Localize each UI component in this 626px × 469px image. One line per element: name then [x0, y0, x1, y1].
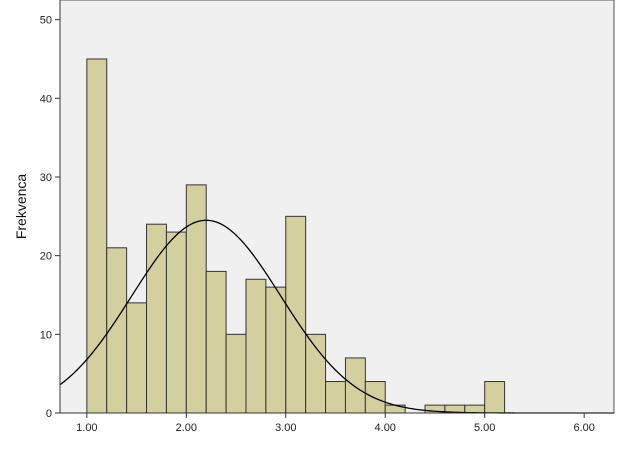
y-tick-label: 40: [40, 93, 52, 105]
histogram-bar-7: [205, 270, 227, 414]
histogram-bar-14: [344, 357, 366, 414]
histogram-bar-11: [285, 215, 307, 414]
histogram-bar-6: [185, 184, 207, 414]
y-tick-label: 0: [46, 408, 52, 420]
histogram-bar-9: [245, 278, 267, 414]
histogram-bar-12: [305, 333, 327, 414]
y-axis-ticks: 0 10 20 30 40 50: [40, 15, 60, 420]
x-tick-label: 2.00: [176, 422, 197, 434]
histogram-bar-10: [265, 286, 287, 414]
histogram-bar-8: [225, 333, 247, 414]
y-axis-title: Frekvenca: [13, 174, 29, 240]
histogram-bar-3: [126, 302, 148, 414]
x-tick-label: 3.00: [275, 422, 296, 434]
x-tick-label: 1.00: [76, 422, 97, 434]
x-tick-label: 4.00: [375, 422, 396, 434]
y-tick-label: 50: [40, 15, 52, 27]
histogram-bar-15: [364, 381, 386, 414]
histogram-bar-5: [165, 231, 187, 414]
histogram-bar-20: [484, 381, 506, 414]
x-axis-ticks: 1.00 2.00 3.00 4.00 5.00 6.00: [76, 413, 595, 434]
y-tick-label: 20: [40, 251, 52, 263]
y-tick-label: 10: [40, 329, 52, 341]
histogram-bar-19: [464, 404, 486, 414]
histogram-bar-4: [146, 223, 167, 414]
histogram-bar-13: [325, 381, 346, 414]
y-tick-label: 30: [40, 172, 52, 184]
histogram-bar-1: [86, 58, 108, 414]
x-tick-label: 6.00: [573, 422, 594, 434]
x-tick-label: 5.00: [474, 422, 495, 434]
